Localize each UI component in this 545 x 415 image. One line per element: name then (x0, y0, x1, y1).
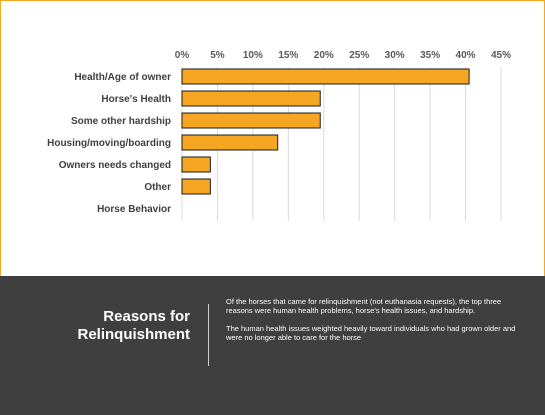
panel-divider (208, 304, 209, 366)
bar-chart: 0% 5% 10% 15% 20% 25% 30% 35% 40% 45% Health/Age … (47, 50, 511, 221)
category-label: Housing/moving/boarding (47, 138, 171, 149)
bar (181, 68, 470, 85)
chart-area: 0% 5% 10% 15% 20% 25% 30% 35% 40% 45% Health/Age … (0, 0, 545, 276)
description-panel: Reasons for Relinquishment Of the horses… (0, 276, 545, 415)
bar (181, 178, 211, 195)
bar (181, 112, 321, 129)
category-label: Health/Age of owner (74, 72, 171, 83)
panel-title: Reasons for Relinquishment (40, 308, 190, 344)
x-tick-label: 40% (456, 50, 476, 61)
bar (181, 90, 321, 107)
bar (181, 156, 211, 173)
bars (181, 68, 470, 195)
x-tick-label: 35% (420, 50, 440, 61)
x-tick-label: 10% (243, 50, 263, 61)
x-tick-label: 25% (349, 50, 369, 61)
x-tick-label: 0% (175, 50, 190, 61)
x-tick-label: 20% (314, 50, 334, 61)
x-axis-ticks: 0% 5% 10% 15% 20% 25% 30% 35% 40% 45% (175, 50, 511, 61)
category-label: Other (144, 182, 171, 193)
description-paragraph-1: Of the horses that came for relinquishme… (226, 297, 502, 315)
x-tick-label: 45% (491, 50, 511, 61)
description-paragraph-2: The human health issues weighted heavily… (226, 324, 516, 342)
panel-title-line2: Relinquishment (77, 326, 190, 343)
panel-title-line1: Reasons for (103, 308, 190, 325)
category-label: Some other hardship (71, 116, 171, 127)
category-label: Owners needs changed (59, 160, 171, 171)
bar (181, 134, 279, 151)
x-tick-label: 5% (210, 50, 225, 61)
category-label: Horse's Health (101, 94, 171, 105)
x-tick-label: 30% (385, 50, 405, 61)
category-label: Horse Behavior (97, 204, 171, 215)
panel-description: Of the horses that came for relinquishme… (226, 297, 522, 352)
x-tick-label: 15% (278, 50, 298, 61)
category-labels: Health/Age of owner Horse's Health Some ot… (47, 72, 171, 215)
